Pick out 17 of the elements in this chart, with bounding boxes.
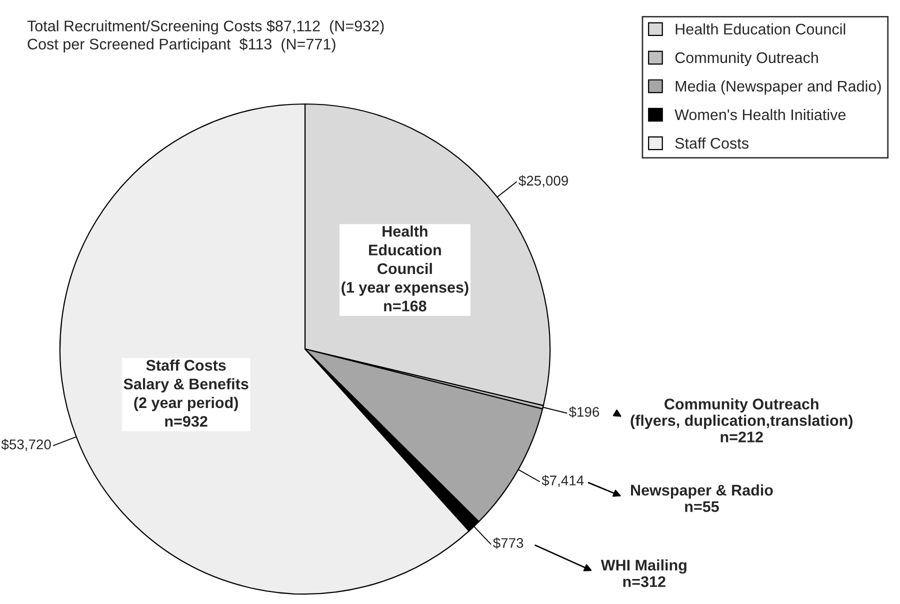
text: WHI Mailing n=312 — [600, 559, 686, 588]
text: Community Outreach (flyers, duplication,translation) n=212 — [630, 398, 852, 442]
legend-label: Community Outreach — [675, 52, 818, 66]
text: Cost per Screened Participant $113 (N=771) — [28, 38, 336, 53]
legend-label: Health Education Council — [676, 23, 846, 35]
data-label: $7,414 — [542, 474, 584, 488]
data-label: $53,720 — [1, 438, 51, 451]
text: Staff Costs Salary & Benefits (2 year period) n=932 — [124, 360, 248, 427]
data-label: $773 — [493, 537, 524, 549]
text: Newspaper & Radio n=55 — [631, 484, 773, 512]
chart-title: Total Recruitment/Screening Costs $87,112 (N=932) — [27, 20, 384, 34]
data-label: $25,009 — [518, 175, 568, 188]
legend-label: Women's Health Initiative — [674, 108, 846, 120]
text: Health Education Council (1 year expenses) n=168 — [342, 226, 468, 312]
data-label: $196 — [568, 406, 600, 418]
legend-label: Staff Costs — [675, 137, 748, 149]
legend-label: Media (Newspaper and Radio) — [676, 80, 881, 95]
